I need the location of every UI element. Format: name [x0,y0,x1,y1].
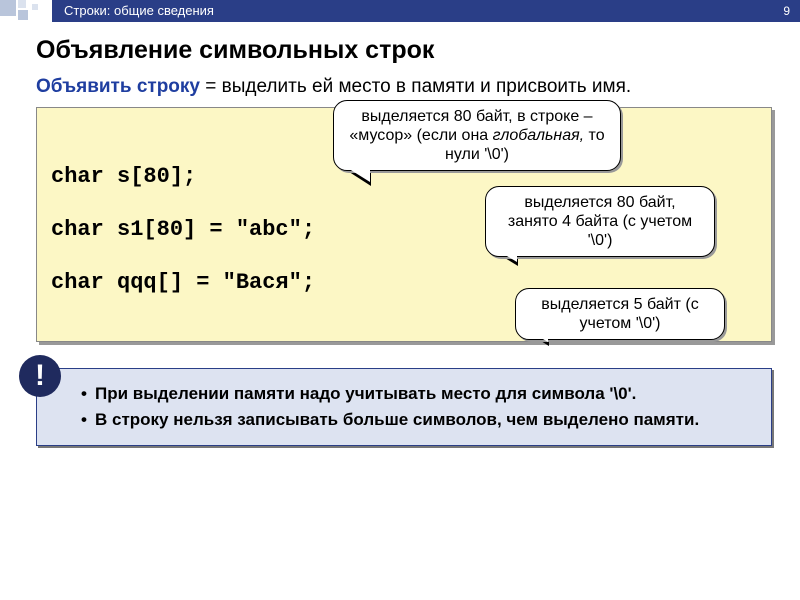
page-number: 9 [783,0,790,22]
callout-1-tail-fill [346,167,370,182]
intro-term: Объявить строку [36,76,200,97]
note-box: ! При выделении памяти надо учитывать ме… [36,368,772,446]
exclamation-icon: ! [19,355,61,397]
slide-content: Объявление символьных строк Объявить стр… [36,36,772,446]
header-bar: Строки: общие сведения 9 [52,0,800,22]
callout-1: выделяется 80 байт, в строке – «мусор» (… [333,100,621,172]
note-item-2: В строку нельзя записывать больше символ… [81,409,757,431]
intro-rest: = выделить ей место в памяти и присвоить… [200,76,631,97]
note-item-1: При выделении памяти надо учитывать мест… [81,383,757,405]
slide-title: Объявление символьных строк [36,36,772,65]
code-box: char s[80]; char s1[80] = "abc"; char qq… [36,107,772,342]
callout-2-tail-fill [495,249,517,262]
callout-3-tail-fill [526,329,548,342]
breadcrumb: Строки: общие сведения [64,3,214,18]
callout-2: выделяется 80 байт, занято 4 байта (с уч… [485,186,715,258]
intro-text: Объявить строку = выделить ей место в па… [36,75,772,99]
callout-1-b: глобальная, [493,127,584,144]
corner-decoration [0,0,60,24]
